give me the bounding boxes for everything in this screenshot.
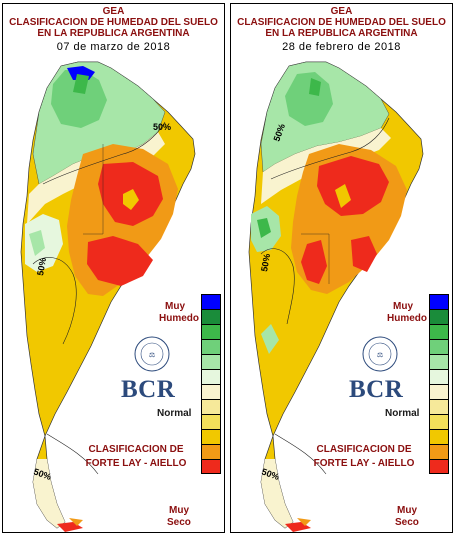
bcr-seal	[362, 336, 398, 372]
legend-bottom-label-1: Muy	[169, 505, 189, 516]
title-line-2: CLASIFICACION DE HUMEDAD DEL SUELO	[237, 17, 446, 28]
legend-swatch-normal-7	[202, 384, 220, 399]
contour-label-2: 50%	[259, 253, 272, 272]
legend-swatch-humedo-3	[430, 324, 448, 339]
map-date: 28 de febrero de 2018	[282, 41, 401, 53]
svg-text:⚖: ⚖	[149, 351, 155, 359]
contour-label-2: 50%	[35, 257, 48, 276]
legend-swatch-seco-10	[430, 429, 448, 444]
legend-swatch-normal-6	[202, 369, 220, 384]
title-line-2: CLASIFICACION DE HUMEDAD DEL SUELO	[9, 17, 218, 28]
legend-swatch-normal-7	[430, 384, 448, 399]
legend-swatch-humedo-2	[202, 309, 220, 324]
legend-top-label-1: Muy	[393, 301, 413, 312]
svg-text:⚖: ⚖	[377, 351, 383, 359]
classification-caption: CLASIFICACION DE FORTE LAY - AIELLO	[85, 444, 187, 469]
legend-top-label-2: Humedo	[159, 313, 199, 324]
humid-zone-core-left	[51, 70, 107, 128]
title-line-1: GEA	[330, 6, 353, 17]
legend-swatch-normal-6	[430, 369, 448, 384]
map-date: 07 de marzo de 2018	[56, 41, 171, 53]
legend-swatch-seco-11	[202, 444, 220, 459]
color-legend	[201, 294, 221, 474]
legend-bottom-label-2: Seco	[167, 517, 191, 528]
bcr-logo: BCR	[349, 376, 404, 403]
south-patagonia-left	[33, 459, 65, 528]
legend-swatch-seco-10	[202, 429, 220, 444]
legend-swatch-humedo-5	[202, 354, 220, 369]
legend-swatch-muy-seco-12	[202, 459, 220, 474]
legend-swatch-seco-8	[430, 399, 448, 414]
legend-swatch-seco-11	[430, 444, 448, 459]
argentina-map-left: 50% 50% 50% ⚖	[20, 61, 196, 532]
legend-top-label-2: Humedo	[387, 313, 427, 324]
classification-caption: CLASIFICACION DE FORTE LAY - AIELLO	[313, 444, 415, 469]
legend-swatch-humedo-4	[202, 339, 220, 354]
legend-swatch-muy-humedo-1	[202, 294, 220, 309]
map-panel-right: 50% 50% 50% ⚖ GEA CLASIFICACION DE HUMED…	[230, 3, 453, 533]
legend-swatch-humedo-5	[430, 354, 448, 369]
legend-swatch-seco-9	[202, 414, 220, 429]
bcr-seal	[134, 336, 170, 372]
title-line-1: GEA	[102, 6, 125, 17]
legend-swatch-humedo-3	[202, 324, 220, 339]
argentina-map-right: 50% 50% 50% ⚖	[248, 61, 424, 532]
bcr-logo: BCR	[121, 376, 176, 403]
legend-swatch-muy-seco-12	[430, 459, 448, 474]
map-panel-left: 50% 50% 50% ⚖ GEA CLASIFICACION DE HUMED…	[2, 3, 225, 533]
contour-label-1: 50%	[153, 122, 171, 132]
legend-swatch-humedo-2	[430, 309, 448, 324]
legend-middle-label: Normal	[385, 408, 420, 419]
legend-swatch-seco-9	[430, 414, 448, 429]
very-dry-north-right	[317, 156, 389, 216]
very-dry-south-left	[87, 236, 153, 286]
color-legend	[429, 294, 449, 474]
legend-swatch-seco-8	[202, 399, 220, 414]
legend-swatch-muy-humedo-1	[430, 294, 448, 309]
legend-swatch-humedo-4	[430, 339, 448, 354]
legend-top-label-1: Muy	[165, 301, 185, 312]
title-line-3: EN LA REPUBLICA ARGENTINA	[265, 28, 418, 39]
legend-bottom-label-1: Muy	[397, 505, 417, 516]
legend-middle-label: Normal	[157, 408, 192, 419]
legend-bottom-label-2: Seco	[395, 517, 419, 528]
title-line-3: EN LA REPUBLICA ARGENTINA	[37, 28, 190, 39]
